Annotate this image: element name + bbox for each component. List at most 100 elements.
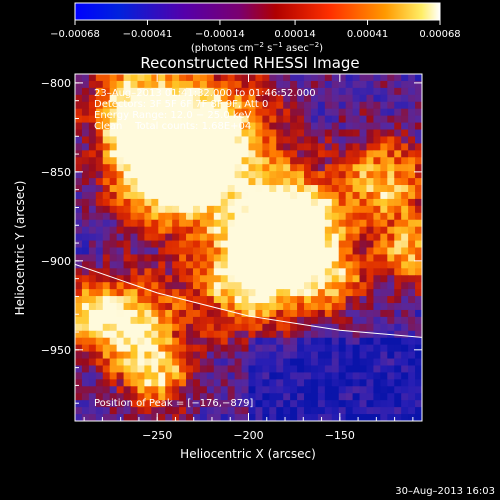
heatmap-cell xyxy=(352,282,361,290)
heatmap-cell xyxy=(324,316,333,325)
heatmap-cell xyxy=(359,219,368,228)
heatmap-cell xyxy=(408,164,416,172)
heatmap-cell xyxy=(220,94,229,103)
heatmap-cell xyxy=(206,330,215,339)
heatmap-cell xyxy=(366,254,375,262)
heatmap-cell xyxy=(366,185,375,193)
heatmap-cell xyxy=(338,379,347,387)
heatmap-cell xyxy=(199,164,208,172)
heatmap-cell xyxy=(248,393,257,401)
heatmap-cell xyxy=(345,171,354,179)
heatmap-cell xyxy=(206,407,215,415)
heatmap-cell xyxy=(199,358,208,367)
heatmap-cell xyxy=(192,108,201,117)
heatmap-cell xyxy=(338,171,347,179)
heatmap-cell xyxy=(359,254,368,262)
heatmap-cell xyxy=(95,198,104,207)
heatmap-cell xyxy=(137,80,145,89)
heatmap-cell xyxy=(102,150,111,158)
heatmap-cell xyxy=(387,108,395,117)
heatmap-cell xyxy=(151,275,159,283)
heatmap-cell xyxy=(415,400,422,408)
heatmap-cell xyxy=(165,275,173,283)
heatmap-cell xyxy=(192,386,201,394)
heatmap-cell xyxy=(415,309,422,318)
heatmap-cell xyxy=(227,74,236,82)
heatmap-cell xyxy=(317,226,326,235)
heatmap-cell xyxy=(373,108,381,117)
heatmap-cell xyxy=(310,400,319,408)
heatmap-cell xyxy=(102,309,111,318)
heatmap-cell xyxy=(75,379,83,387)
heatmap-cell xyxy=(241,185,250,193)
heatmap-cell xyxy=(116,80,125,89)
heatmap-cell xyxy=(338,261,347,269)
heatmap-cell xyxy=(255,386,263,394)
heatmap-cell xyxy=(310,240,319,249)
heatmap-cell xyxy=(206,157,215,165)
heatmap-cell xyxy=(137,157,145,165)
heatmap-cell xyxy=(227,219,236,228)
y-axis-ticks: −800−850−900−950 xyxy=(41,77,422,404)
heatmap-cell xyxy=(220,247,229,256)
heatmap-cell xyxy=(415,164,422,172)
heatmap-cell xyxy=(324,344,333,353)
heatmap-cell xyxy=(408,198,416,207)
heatmap-cell xyxy=(324,185,333,193)
heatmap-cell xyxy=(248,226,257,235)
heatmap-cell xyxy=(352,164,361,172)
heatmap-cell xyxy=(75,414,83,421)
heatmap-cell xyxy=(158,205,166,214)
heatmap-cell xyxy=(317,122,326,131)
heatmap-cell xyxy=(290,289,298,297)
heatmap-cell xyxy=(352,198,361,207)
heatmap-cell xyxy=(95,87,104,96)
heatmap-cell xyxy=(359,233,368,242)
heatmap-cell xyxy=(262,275,270,283)
heatmap-cell xyxy=(359,150,368,158)
heatmap-cell xyxy=(172,386,180,394)
heatmap-cell xyxy=(317,309,326,318)
heatmap-cell xyxy=(81,407,90,415)
heatmap-cell xyxy=(158,136,166,144)
heatmap-cell xyxy=(81,143,90,151)
heatmap-cell xyxy=(352,289,361,297)
heatmap-cell xyxy=(234,191,243,200)
heatmap-cell xyxy=(338,407,347,415)
heatmap-cell xyxy=(179,164,187,172)
heatmap-cell xyxy=(199,150,208,158)
x-axis-ticks: −250 −200 −150 xyxy=(83,74,414,442)
heatmap-cell xyxy=(116,365,125,374)
heatmap-cell xyxy=(151,101,159,110)
heatmap-cell xyxy=(373,101,381,110)
heatmap-cell xyxy=(144,101,152,110)
heatmap-cell xyxy=(255,309,263,318)
heatmap-cell xyxy=(248,101,257,110)
heatmap-cell xyxy=(415,275,422,283)
heatmap-cell xyxy=(165,393,173,401)
heatmap-cell xyxy=(310,129,319,138)
heatmap-cell xyxy=(75,178,83,186)
heatmap-cell xyxy=(387,233,395,242)
heatmap-cell xyxy=(206,365,215,374)
heatmap-cell xyxy=(262,344,270,353)
heatmap-cell xyxy=(95,254,104,262)
heatmap-cell xyxy=(255,282,263,290)
heatmap-cell xyxy=(304,80,312,89)
heatmap-cell xyxy=(310,316,319,325)
heatmap-cell xyxy=(394,136,402,144)
heatmap-cell xyxy=(331,296,340,304)
heatmap-cell xyxy=(144,185,152,193)
heatmap-cell xyxy=(206,309,215,318)
heatmap-cell xyxy=(158,372,166,380)
heatmap-cell xyxy=(116,157,125,165)
heatmap-cell xyxy=(359,198,368,207)
heatmap-cell xyxy=(324,150,333,158)
heatmap-cell xyxy=(116,254,125,262)
heatmap-cell xyxy=(304,198,312,207)
clean-counts-text: Clean Total counts: 1.68E+04 xyxy=(94,121,251,132)
heatmap-cell xyxy=(213,407,222,415)
heatmap-cell xyxy=(269,386,277,394)
heatmap-cell xyxy=(144,212,152,221)
heatmap-cell xyxy=(408,80,416,89)
